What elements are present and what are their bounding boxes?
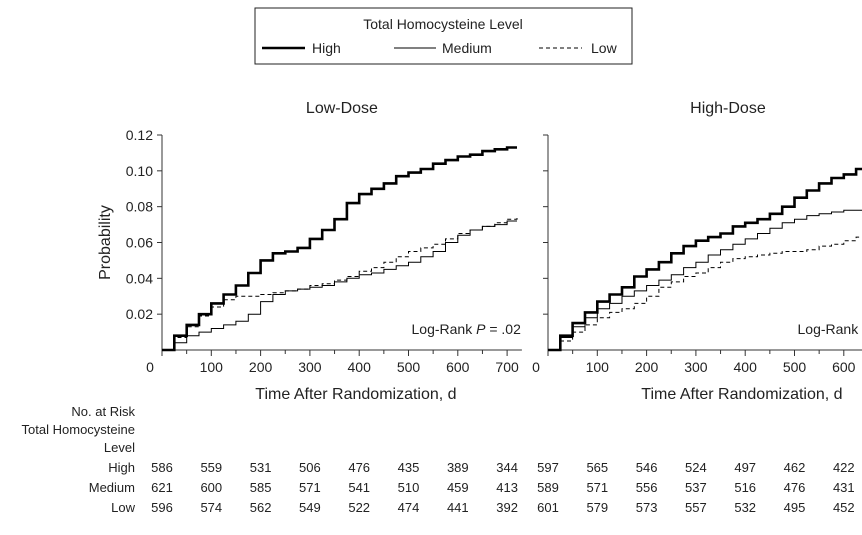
low-dose-risk-cell: 549 xyxy=(299,500,321,515)
high-dose-risk-cell: 556 xyxy=(636,480,658,495)
low-dose-risk-cell: 585 xyxy=(250,480,272,495)
low-dose-y-tick-label: 0.12 xyxy=(126,127,153,143)
low-dose-risk-cell: 559 xyxy=(200,460,222,475)
low-dose-logrank-annotation: Log-Rank P = .02 xyxy=(412,321,522,337)
low-dose-title: Low-Dose xyxy=(306,100,378,117)
high-dose-risk-cell: 476 xyxy=(784,480,806,495)
low-dose-risk-cell: 541 xyxy=(348,480,370,495)
low-dose-risk-cell: 586 xyxy=(151,460,173,475)
low-dose-x-tick-label: 500 xyxy=(397,359,421,375)
low-dose-x-tick-label: 300 xyxy=(298,359,322,375)
high-dose-risk-cell: 431 xyxy=(833,480,855,495)
legend-title: Total Homocysteine Level xyxy=(363,16,523,32)
high-dose-x-tick-label: 400 xyxy=(734,359,758,375)
high-dose-risk-cell: 589 xyxy=(537,480,559,495)
low-dose-risk-cell: 531 xyxy=(250,460,272,475)
low-dose-risk-cell: 596 xyxy=(151,500,173,515)
high-dose-x-tick-label: 600 xyxy=(832,359,856,375)
low-dose-x-tick-label: 200 xyxy=(249,359,273,375)
low-dose-risk-cell: 441 xyxy=(447,500,469,515)
low-dose-x-axis-title: Time After Randomization, d xyxy=(255,386,456,403)
low-dose-risk-cell: 506 xyxy=(299,460,321,475)
low-dose-risk-cell: 600 xyxy=(200,480,222,495)
risk-header-line-1: No. at Risk xyxy=(71,404,135,419)
low-dose-logrank-p: P xyxy=(476,321,486,337)
risk-row-label-low: Low xyxy=(111,500,135,515)
low-dose-y-tick-label: 0.08 xyxy=(126,199,153,215)
high-dose-x-tick-label: 100 xyxy=(586,359,610,375)
high-dose-risk-cell: 546 xyxy=(636,460,658,475)
low-dose-series-high xyxy=(162,146,517,352)
low-dose-y-tick-label: 0.06 xyxy=(126,235,153,251)
high-dose-risk-cell: 516 xyxy=(734,480,756,495)
low-dose-y-tick-label: 0.02 xyxy=(126,306,153,322)
panel-high-dose: High-Dose0100200300400500600700Time Afte… xyxy=(532,100,862,403)
high-dose-risk-cell: 452 xyxy=(833,500,855,515)
low-dose-risk-cell: 571 xyxy=(299,480,321,495)
high-dose-risk-cell: 497 xyxy=(734,460,756,475)
low-dose-series-low xyxy=(162,217,518,351)
high-dose-logrank-annotation: Log-Rank P = .24 xyxy=(798,321,862,337)
high-dose-risk-cell: 557 xyxy=(685,500,707,515)
high-dose-risk-cell: 579 xyxy=(586,500,608,515)
low-dose-y-axis-title: Probability xyxy=(97,205,114,280)
legend: Total Homocysteine Level High Medium Low xyxy=(254,7,633,65)
high-dose-x-tick-label: 300 xyxy=(684,359,708,375)
low-dose-risk-cell: 562 xyxy=(250,500,272,515)
low-dose-risk-cell: 510 xyxy=(398,480,420,495)
low-dose-logrank-prefix: Log-Rank xyxy=(412,321,477,337)
risk-row-label-high: High xyxy=(108,460,135,475)
low-dose-risk-cell: 459 xyxy=(447,480,469,495)
high-dose-risk-cell: 573 xyxy=(636,500,658,515)
panel-low-dose: Low-Dose 0.02 0.04 0.06 0.08 0.10 0.12 0 100 200 3… xyxy=(97,100,522,403)
high-dose-series-medium xyxy=(548,209,862,351)
high-dose-x-axis-title: Time After Randomization, d xyxy=(641,386,842,403)
low-dose-x-tick-label: 700 xyxy=(495,359,519,375)
low-dose-risk-cell: 574 xyxy=(200,500,222,515)
low-dose-risk-cell: 389 xyxy=(447,460,469,475)
low-dose-x-tick-label: 600 xyxy=(446,359,470,375)
risk-header-line-3: Level xyxy=(104,440,135,455)
low-dose-x-tick-label: 0 xyxy=(146,359,154,375)
legend-frame xyxy=(254,7,633,65)
high-dose-risk-cell: 601 xyxy=(537,500,559,515)
high-dose-risk-cell: 571 xyxy=(586,480,608,495)
high-dose-x-tick-label: 0 xyxy=(532,359,540,375)
low-dose-y-tick-label: 0.04 xyxy=(126,270,153,286)
low-dose-risk-cell: 522 xyxy=(348,500,370,515)
high-dose-series-high xyxy=(548,167,862,352)
risk-header-line-2: Total Homocysteine xyxy=(22,422,135,437)
high-dose-risk-cell: 532 xyxy=(734,500,756,515)
high-dose-x-tick-label: 500 xyxy=(783,359,807,375)
low-dose-risk-cell: 474 xyxy=(398,500,420,515)
legend-label-low: Low xyxy=(591,40,618,56)
legend-label-high: High xyxy=(312,40,341,56)
legend-label-medium: Medium xyxy=(442,40,492,56)
high-dose-risk-cell: 422 xyxy=(833,460,855,475)
high-dose-risk-cell: 462 xyxy=(784,460,806,475)
high-dose-x-tick-label: 200 xyxy=(635,359,659,375)
high-dose-title: High-Dose xyxy=(690,100,766,117)
low-dose-risk-cell: 344 xyxy=(496,460,518,475)
low-dose-x-tick-label: 100 xyxy=(200,359,224,375)
low-dose-risk-cell: 476 xyxy=(348,460,370,475)
low-dose-risk-cell: 392 xyxy=(496,500,518,515)
low-dose-risk-cell: 413 xyxy=(496,480,518,495)
high-dose-risk-cell: 565 xyxy=(586,460,608,475)
high-dose-logrank-prefix: Log-Rank xyxy=(798,321,862,337)
high-dose-risk-cell: 524 xyxy=(685,460,707,475)
high-dose-risk-cell: 597 xyxy=(537,460,559,475)
low-dose-risk-cell: 435 xyxy=(398,460,420,475)
low-dose-logrank-value: = .02 xyxy=(485,321,521,337)
high-dose-risk-cell: 495 xyxy=(784,500,806,515)
low-dose-x-tick-label: 400 xyxy=(348,359,372,375)
low-dose-risk-cell: 621 xyxy=(151,480,173,495)
high-dose-risk-cell: 537 xyxy=(685,480,707,495)
low-dose-y-tick-label: 0.10 xyxy=(126,163,153,179)
risk-table: No. at Risk Total Homocysteine Level Hig… xyxy=(22,404,855,515)
high-dose-series-low xyxy=(548,236,862,351)
risk-row-label-medium: Medium xyxy=(89,480,135,495)
